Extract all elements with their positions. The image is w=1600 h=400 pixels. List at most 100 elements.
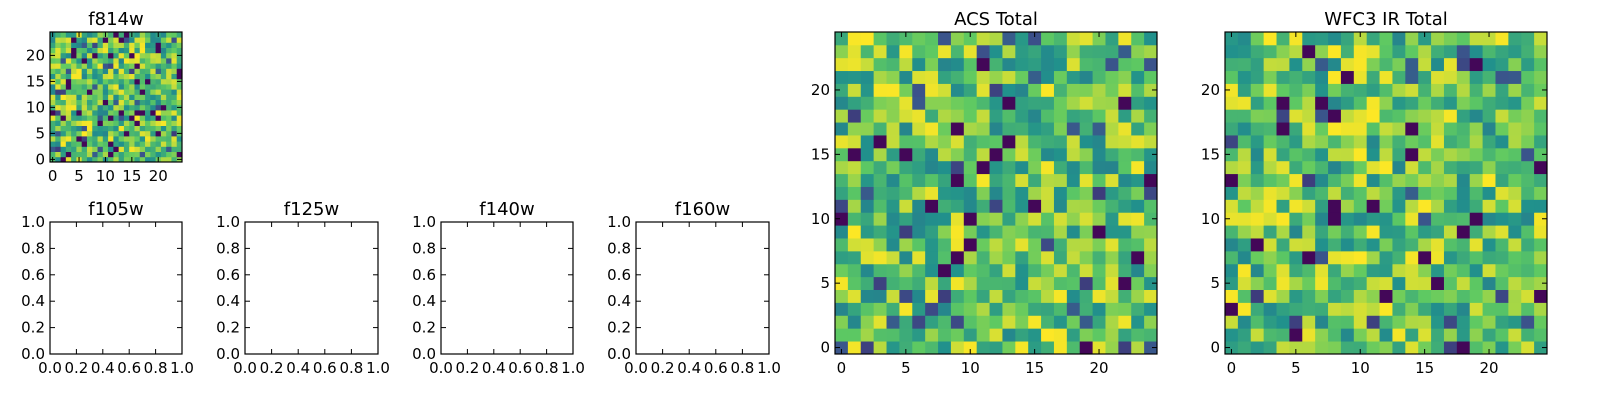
heatmap-cell xyxy=(150,52,156,59)
heatmap-cell xyxy=(86,120,93,126)
heatmap-cell xyxy=(160,63,167,69)
heatmap-cell xyxy=(71,151,77,158)
heatmap-cell xyxy=(92,37,98,43)
heatmap-cell xyxy=(65,58,72,64)
heatmap-cell xyxy=(118,37,125,43)
heatmap-cell xyxy=(976,341,990,355)
f140w-axes-frame xyxy=(440,221,574,355)
heatmap-cell xyxy=(912,57,926,72)
heatmap-cell xyxy=(925,32,939,46)
heatmap-cell xyxy=(150,151,156,158)
heatmap-cell xyxy=(1002,160,1016,175)
heatmap-cell xyxy=(847,70,862,84)
heatmap-cell xyxy=(1521,250,1535,265)
heatmap-cell xyxy=(1276,328,1290,342)
heatmap-cell xyxy=(50,99,56,106)
heatmap-cell xyxy=(1534,135,1548,149)
heatmap-cell xyxy=(1002,315,1016,329)
heatmap-cell xyxy=(1366,173,1380,187)
heatmap-cell xyxy=(1237,341,1252,355)
heatmap-cell xyxy=(1028,289,1042,303)
y-tick-label: 1.0 xyxy=(607,213,631,231)
heatmap-cell xyxy=(1392,96,1406,110)
heatmap-cell xyxy=(1118,263,1132,278)
heatmap-cell xyxy=(97,99,104,106)
heatmap-cell xyxy=(166,58,172,64)
heatmap-cell xyxy=(171,110,178,116)
heatmap-cell xyxy=(134,42,141,48)
heatmap-cell xyxy=(1495,341,1509,355)
heatmap-cell xyxy=(835,96,849,110)
heatmap-cell xyxy=(1302,225,1316,239)
heatmap-cell xyxy=(134,110,141,116)
heatmap-cell xyxy=(1508,109,1522,123)
heatmap-cell xyxy=(912,135,926,149)
heatmap-cell xyxy=(81,52,88,59)
heatmap-cell xyxy=(938,44,952,59)
heatmap-cell xyxy=(1482,147,1496,162)
heatmap-cell xyxy=(1079,328,1093,342)
heatmap-cell xyxy=(1392,147,1406,162)
heatmap-cell xyxy=(171,52,178,59)
heatmap-cell xyxy=(976,250,990,265)
heatmap-cell xyxy=(86,94,93,100)
heatmap-cell xyxy=(886,173,900,187)
heatmap-cell xyxy=(1053,160,1068,175)
heatmap-cell xyxy=(129,141,135,147)
heatmap-cell xyxy=(950,160,965,175)
heatmap-cell xyxy=(1002,173,1016,187)
heatmap-cell xyxy=(113,151,120,158)
heatmap-cell xyxy=(139,99,146,106)
heatmap-cell xyxy=(873,32,887,46)
heatmap-cell xyxy=(912,289,926,303)
heatmap-cell xyxy=(989,225,1003,239)
heatmap-cell xyxy=(139,89,146,95)
heatmap-cell xyxy=(1276,122,1290,136)
heatmap-cell xyxy=(1066,147,1081,162)
heatmap-cell xyxy=(1405,70,1419,84)
heatmap-cell xyxy=(55,52,61,59)
heatmap-cell xyxy=(176,63,183,69)
heatmap-cell xyxy=(102,110,109,116)
heatmap-cell xyxy=(1144,199,1158,213)
heatmap-cell xyxy=(1144,225,1158,239)
heatmap-cell xyxy=(118,32,125,38)
heatmap-cell xyxy=(912,160,926,175)
heatmap-cell xyxy=(1041,328,1055,342)
heatmap-cell xyxy=(1431,173,1445,187)
heatmap-cell xyxy=(938,238,952,252)
heatmap-cell xyxy=(150,146,156,152)
heatmap-cell xyxy=(1534,109,1548,123)
heatmap-cell xyxy=(1276,96,1290,110)
heatmap-cell xyxy=(1131,32,1145,46)
heatmap-cell xyxy=(989,315,1003,329)
heatmap-cell xyxy=(129,130,135,137)
heatmap-cell xyxy=(1353,109,1368,123)
heatmap-cell xyxy=(1066,328,1081,342)
heatmap-cell xyxy=(1028,199,1042,213)
heatmap-cell xyxy=(950,122,965,136)
heatmap-cell xyxy=(155,84,162,90)
heatmap-cell xyxy=(1534,302,1548,316)
heatmap-cell xyxy=(1328,225,1342,239)
heatmap-cell xyxy=(50,94,56,100)
heatmap-cell xyxy=(97,58,104,64)
heatmap-cell xyxy=(1105,70,1119,84)
heatmap-cell xyxy=(150,156,156,163)
heatmap-cell xyxy=(129,151,135,158)
heatmap-cell xyxy=(1405,160,1419,175)
heatmap-cell xyxy=(1237,186,1252,200)
heatmap-cell xyxy=(1276,32,1290,46)
heatmap-cell xyxy=(1482,70,1496,84)
y-tick-label: 5 xyxy=(35,124,45,142)
y-tick-label: 0.2 xyxy=(607,319,631,337)
heatmap-cell xyxy=(899,199,913,213)
heatmap-cell xyxy=(1041,250,1055,265)
heatmap-cell xyxy=(1315,199,1329,213)
heatmap-cell xyxy=(1431,96,1445,110)
heatmap-cell xyxy=(129,136,135,142)
heatmap-cell xyxy=(1482,199,1496,213)
heatmap-cell xyxy=(1092,225,1106,239)
heatmap-cell xyxy=(963,302,978,316)
